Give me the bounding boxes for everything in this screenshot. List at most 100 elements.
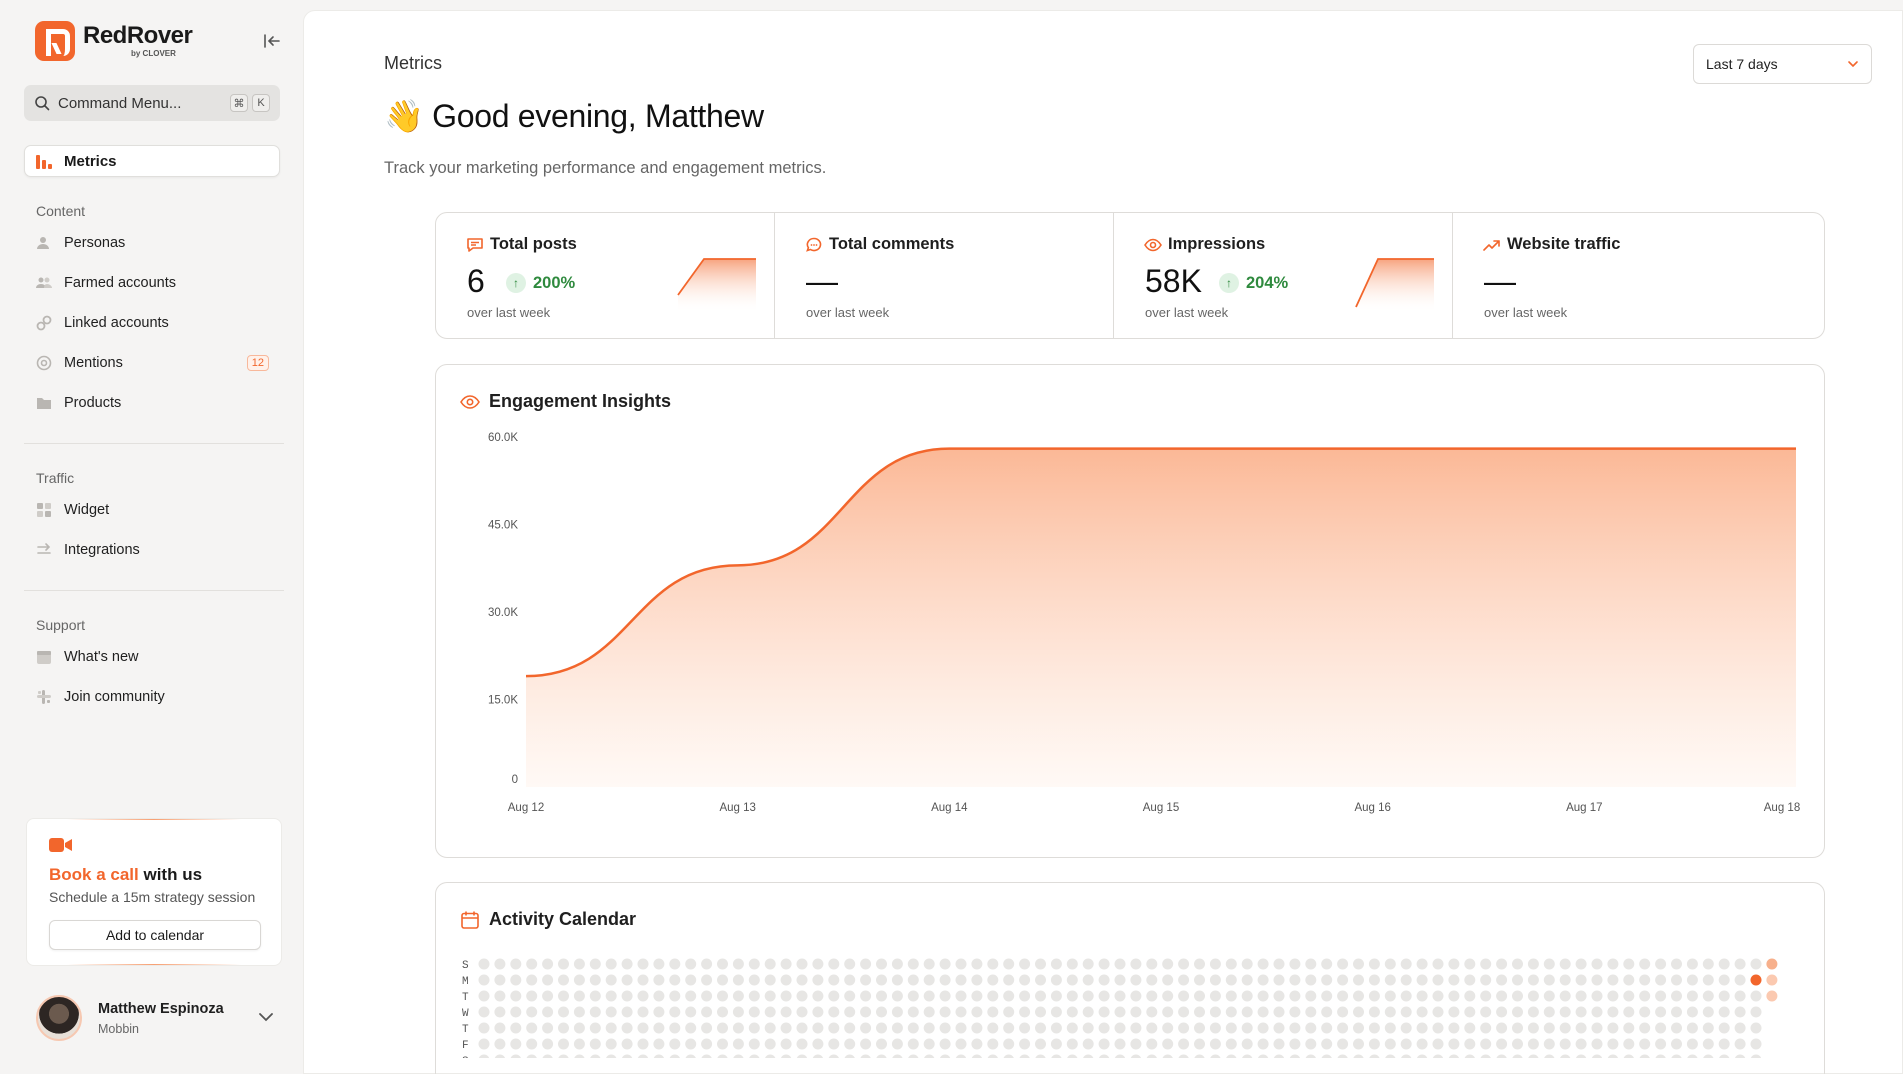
activity-day-cell[interactable]: [717, 1022, 728, 1034]
activity-day-cell[interactable]: [1209, 974, 1221, 986]
activity-day-cell[interactable]: [876, 990, 887, 1002]
activity-day-cell[interactable]: [1480, 1022, 1492, 1034]
activity-day-cell[interactable]: [637, 990, 649, 1002]
activity-day-cell[interactable]: [780, 974, 792, 986]
activity-day-cell[interactable]: [1718, 990, 1730, 1002]
activity-day-cell[interactable]: [1591, 990, 1603, 1002]
activity-day-cell[interactable]: [828, 1038, 840, 1050]
activity-day-cell[interactable]: [796, 974, 808, 986]
activity-day-cell[interactable]: [573, 990, 585, 1002]
activity-day-cell[interactable]: [589, 974, 601, 986]
activity-day-cell[interactable]: [558, 958, 569, 970]
activity-day-cell[interactable]: [1066, 1022, 1078, 1034]
activity-day-cell[interactable]: [1543, 1006, 1555, 1018]
activity-day-cell[interactable]: [1543, 1022, 1555, 1034]
activity-day-cell[interactable]: [1543, 974, 1555, 986]
activity-day-cell[interactable]: [1623, 974, 1635, 986]
activity-day-cell[interactable]: [510, 1006, 522, 1018]
activity-day-cell[interactable]: [844, 1022, 856, 1034]
activity-day-cell[interactable]: [1671, 1038, 1682, 1050]
activity-day-cell[interactable]: [701, 990, 713, 1002]
activity-day-cell[interactable]: [1686, 990, 1698, 1002]
activity-day-cell[interactable]: [1559, 1006, 1571, 1018]
activity-day-cell[interactable]: [558, 1006, 569, 1018]
activity-day-cell[interactable]: [1321, 1038, 1333, 1050]
activity-day-cell[interactable]: [1496, 1038, 1508, 1050]
activity-day-cell[interactable]: [1655, 1054, 1666, 1059]
activity-day-cell[interactable]: [1114, 1006, 1126, 1018]
activity-day-cell[interactable]: [1575, 1054, 1587, 1059]
activity-day-cell[interactable]: [478, 1038, 490, 1050]
activity-day-cell[interactable]: [765, 1054, 776, 1059]
activity-day-cell[interactable]: [669, 1006, 681, 1018]
activity-day-cell[interactable]: [589, 958, 601, 970]
activity-day-cell[interactable]: [1321, 1022, 1333, 1034]
activity-day-cell[interactable]: [1178, 958, 1190, 970]
activity-day-cell[interactable]: [1209, 1006, 1221, 1018]
activity-day-cell[interactable]: [1671, 1006, 1682, 1018]
activity-day-cell[interactable]: [971, 958, 983, 970]
activity-day-cell[interactable]: [780, 1006, 792, 1018]
activity-day-cell[interactable]: [1671, 1022, 1682, 1034]
activity-day-cell[interactable]: [1003, 1006, 1015, 1018]
activity-day-cell[interactable]: [669, 1054, 680, 1059]
activity-day-cell[interactable]: [923, 974, 935, 986]
activity-day-cell[interactable]: [510, 974, 522, 986]
collapse-sidebar-icon[interactable]: [262, 30, 282, 52]
activity-day-cell[interactable]: [1337, 1054, 1348, 1059]
activity-day-cell[interactable]: [1686, 974, 1698, 986]
activity-day-cell[interactable]: [1305, 1038, 1317, 1050]
activity-day-cell[interactable]: [923, 958, 935, 970]
activity-day-cell[interactable]: [971, 1006, 983, 1018]
activity-day-cell[interactable]: [1464, 1022, 1476, 1034]
activity-day-cell[interactable]: [558, 974, 569, 986]
activity-day-cell[interactable]: [876, 974, 887, 986]
activity-day-cell[interactable]: [478, 1006, 490, 1018]
activity-day-cell[interactable]: [732, 1006, 744, 1018]
activity-day-cell[interactable]: [1702, 1038, 1714, 1050]
activity-day-cell[interactable]: [1146, 990, 1158, 1002]
activity-day-cell[interactable]: [1766, 958, 1778, 970]
activity-day-cell[interactable]: [1607, 958, 1619, 970]
activity-day-cell[interactable]: [589, 990, 601, 1002]
activity-day-cell[interactable]: [1019, 1006, 1031, 1018]
activity-day-cell[interactable]: [478, 1054, 490, 1059]
activity-day-cell[interactable]: [1750, 1054, 1762, 1059]
activity-day-cell[interactable]: [1162, 1006, 1174, 1018]
activity-day-cell[interactable]: [748, 1022, 760, 1034]
activity-day-cell[interactable]: [923, 1038, 935, 1050]
activity-day-cell[interactable]: [749, 1054, 760, 1059]
activity-day-cell[interactable]: [1098, 958, 1110, 970]
activity-day-cell[interactable]: [1082, 1038, 1094, 1050]
activity-day-cell[interactable]: [1114, 974, 1126, 986]
activity-day-cell[interactable]: [1098, 1038, 1110, 1050]
activity-day-cell[interactable]: [1098, 1006, 1110, 1018]
activity-day-cell[interactable]: [1480, 974, 1492, 986]
activity-day-cell[interactable]: [1480, 1038, 1492, 1050]
activity-day-cell[interactable]: [1623, 958, 1635, 970]
activity-day-cell[interactable]: [669, 974, 681, 986]
activity-day-cell[interactable]: [1051, 1054, 1062, 1059]
activity-day-cell[interactable]: [589, 1022, 601, 1034]
sidebar-item-products[interactable]: Products: [36, 389, 280, 417]
activity-day-cell[interactable]: [1543, 1038, 1555, 1050]
activity-day-cell[interactable]: [844, 1054, 855, 1059]
activity-day-cell[interactable]: [1289, 990, 1301, 1002]
activity-day-cell[interactable]: [637, 958, 649, 970]
activity-day-cell[interactable]: [1607, 1038, 1619, 1050]
activity-day-cell[interactable]: [1305, 958, 1317, 970]
activity-day-cell[interactable]: [494, 1022, 506, 1034]
activity-day-cell[interactable]: [1337, 1038, 1349, 1050]
activity-day-cell[interactable]: [748, 958, 760, 970]
activity-day-cell[interactable]: [1353, 990, 1364, 1002]
activity-day-cell[interactable]: [701, 1022, 713, 1034]
activity-day-cell[interactable]: [573, 1006, 585, 1018]
activity-day-cell[interactable]: [1703, 1054, 1714, 1059]
activity-day-cell[interactable]: [924, 1054, 935, 1059]
activity-day-cell[interactable]: [653, 958, 665, 970]
activity-day-cell[interactable]: [748, 974, 760, 986]
activity-day-cell[interactable]: [764, 990, 776, 1002]
activity-day-cell[interactable]: [1416, 958, 1428, 970]
activity-day-cell[interactable]: [748, 990, 760, 1002]
activity-day-cell[interactable]: [1623, 1006, 1635, 1018]
